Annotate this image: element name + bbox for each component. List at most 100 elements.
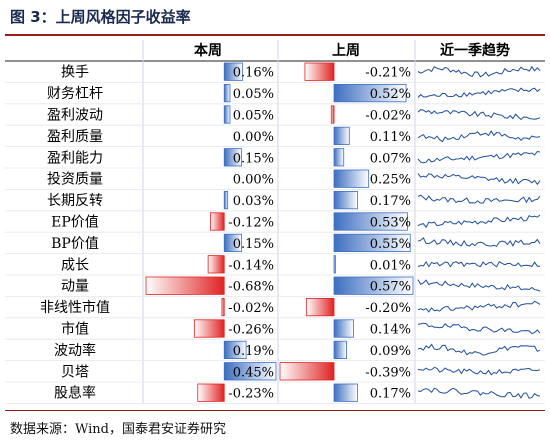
- this-week-bar: [223, 148, 242, 167]
- this-week-bar: [223, 233, 242, 252]
- factor-name: 股息率: [54, 385, 96, 402]
- this-week-bar: [207, 255, 225, 274]
- trend-sparkline: [417, 300, 541, 313]
- last-week-bar: [304, 62, 335, 81]
- last-week-value: 0.01%: [370, 258, 411, 273]
- factor-name: 长期反转: [47, 193, 103, 209]
- factor-name: 成长: [61, 257, 89, 273]
- last-week-bar: [333, 340, 347, 360]
- trend-sparkline: [417, 279, 541, 292]
- this-week-value: -0.12%: [228, 216, 274, 231]
- table-row: 成长 -0.14% 0.01%: [5, 255, 545, 276]
- this-week-value: 0.45%: [233, 365, 274, 380]
- trend-sparkline: [417, 343, 541, 356]
- trend-sparkline: [417, 65, 541, 78]
- table-row: EP价值 -0.12% 0.53%: [5, 212, 545, 233]
- last-week-bar: [333, 84, 407, 103]
- factor-name: EP价值: [51, 215, 99, 231]
- factor-name: 财务杠杆: [47, 86, 103, 102]
- table-row: 换手 0.16% -0.21%: [5, 62, 545, 83]
- last-week-value: 0.17%: [370, 194, 411, 209]
- last-week-value: 0.11%: [370, 130, 411, 145]
- last-week-value: 0.17%: [370, 387, 411, 402]
- figure-title: 图 3：上周风格因子收益率: [10, 8, 191, 26]
- factor-name: 市值: [61, 321, 89, 338]
- trend-sparkline: [417, 194, 541, 204]
- table-row: 贝塔 0.45% -0.39%: [5, 362, 545, 383]
- this-week-bar: [193, 319, 225, 338]
- trend-sparkline: [417, 130, 541, 143]
- this-week-value: -0.02%: [228, 301, 274, 316]
- factor-name: 盈利波动: [47, 108, 103, 124]
- this-week-value: -0.23%: [228, 387, 274, 402]
- factor-name: BP价值: [51, 236, 99, 252]
- last-week-bar: [305, 297, 335, 317]
- trend-sparkline: [417, 366, 541, 376]
- last-week-bar: [330, 105, 335, 124]
- trend-sparkline: [417, 109, 541, 121]
- table-row: 投资质量 0.00% 0.25%: [5, 169, 545, 190]
- trend-sparkline: [417, 173, 541, 186]
- this-week-value: 0.00%: [233, 173, 274, 188]
- last-week-value: 0.52%: [370, 87, 411, 102]
- last-week-bar: [333, 148, 345, 167]
- last-week-value: 0.07%: [370, 151, 411, 166]
- last-week-value: -0.20%: [365, 301, 411, 316]
- table-body: 换手 0.16% -0.21% 财务杠杆 0.05% 0.52% 盈利波动 0.05% -0.0…: [5, 40, 545, 404]
- table-row: 波动率 0.19% 0.09%: [5, 340, 545, 362]
- trend-sparkline: [417, 322, 541, 335]
- table-row: 市值 -0.26% 0.14%: [5, 319, 545, 340]
- last-week-value: 0.53%: [370, 216, 411, 231]
- table-row: 长期反转 0.03% 0.17%: [5, 190, 545, 212]
- last-week-bar: [333, 169, 370, 188]
- this-week-value: 0.05%: [233, 87, 274, 102]
- factor-name: 贝塔: [61, 364, 89, 380]
- this-week-value: 0.05%: [233, 109, 274, 124]
- this-week-bar: [223, 105, 231, 124]
- table-row: 盈利波动 0.05% -0.02%: [5, 105, 545, 126]
- this-week-bar: [197, 383, 225, 402]
- factor-name: 波动率: [54, 342, 96, 359]
- trend-sparkline: [417, 260, 540, 268]
- last-week-value: 0.25%: [370, 173, 411, 188]
- data-source-note: 数据来源：Wind，国泰君安证券研究: [10, 422, 226, 437]
- this-week-bar: [210, 212, 225, 231]
- trend-sparkline: [417, 87, 541, 98]
- table-row: 盈利质量 0.00% 0.11%: [5, 126, 545, 148]
- last-week-bar: [333, 255, 336, 274]
- trend-sparkline: [417, 150, 541, 164]
- table-row: 盈利能力 0.15% 0.07%: [5, 148, 545, 169]
- this-week-bar: [145, 276, 225, 295]
- this-week-value: 0.16%: [233, 66, 274, 81]
- table-header: 本周 上周 近一季趋势: [5, 42, 545, 62]
- last-week-bar: [333, 276, 414, 295]
- this-week-bar: [223, 340, 247, 360]
- this-week-bar: [223, 62, 244, 81]
- this-week-bar: [223, 84, 231, 103]
- factor-name: 投资质量: [47, 172, 103, 188]
- last-week-bar: [279, 362, 335, 381]
- factor-name: 盈利能力: [47, 150, 103, 166]
- last-week-value: -0.39%: [365, 365, 411, 380]
- this-week-value: 0.15%: [233, 151, 274, 166]
- this-week-value: 0.03%: [233, 194, 274, 209]
- this-week-value: 0.00%: [233, 130, 274, 145]
- last-week-value: -0.02%: [365, 109, 411, 124]
- last-week-value: 0.57%: [370, 280, 411, 295]
- table-row: BP价值 0.15% 0.55%: [5, 233, 545, 255]
- last-week-value: 0.09%: [370, 344, 411, 359]
- factor-name: 换手: [61, 64, 89, 81]
- factor-name: 非线性市值: [40, 299, 110, 316]
- last-week-value: -0.21%: [365, 66, 411, 81]
- this-week-value: 0.19%: [233, 344, 274, 359]
- header-quarter-trend: 近一季趋势: [440, 42, 510, 59]
- table-row: 股息率 -0.23% 0.17%: [5, 383, 545, 404]
- footer-rule: [5, 410, 545, 411]
- last-week-bar: [333, 383, 358, 402]
- last-week-bar: [333, 190, 358, 210]
- this-week-value: -0.68%: [228, 280, 274, 295]
- last-week-bar: [333, 126, 350, 145]
- trend-sparkline: [417, 387, 541, 399]
- table-row: 动量 -0.68% 0.57%: [5, 276, 545, 297]
